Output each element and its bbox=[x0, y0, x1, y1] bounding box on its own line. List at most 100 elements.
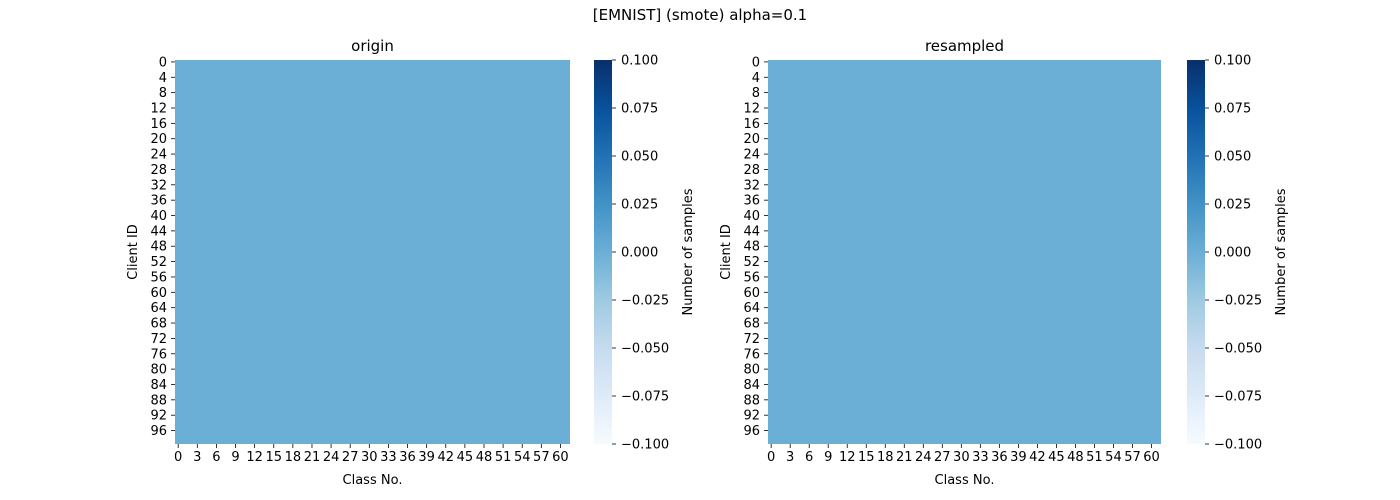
panel-title: resampled bbox=[925, 37, 1004, 55]
colorbar-tick-label: 0.100 bbox=[621, 54, 658, 69]
y-tick-label: 4 bbox=[159, 71, 167, 86]
colorbar-tick-label: 0.075 bbox=[1214, 102, 1251, 117]
x-tick-label: 0 bbox=[174, 450, 182, 465]
y-tick-label: 40 bbox=[150, 209, 167, 224]
y-tick-label: 24 bbox=[150, 148, 167, 163]
x-tick-label: 54 bbox=[1105, 450, 1122, 465]
colorbar-tick-label: 0.025 bbox=[1214, 198, 1251, 213]
x-tick-label: 39 bbox=[1010, 450, 1027, 465]
x-tick-label: 6 bbox=[212, 450, 220, 465]
y-tick-label: 40 bbox=[743, 209, 760, 224]
colorbar-label: Number of samples bbox=[1274, 188, 1289, 315]
y-tick-label: 56 bbox=[150, 270, 167, 285]
y-tick-label: 32 bbox=[743, 178, 760, 193]
x-tick-label: 0 bbox=[767, 450, 775, 465]
y-tick-label: 36 bbox=[150, 194, 167, 209]
x-tick-label: 15 bbox=[858, 450, 875, 465]
colorbar bbox=[1187, 60, 1205, 444]
colorbar-tick-label: −0.075 bbox=[1214, 390, 1262, 405]
x-tick-label: 36 bbox=[991, 450, 1008, 465]
colorbar-tick-label: −0.075 bbox=[621, 390, 669, 405]
x-tick-label: 21 bbox=[304, 450, 321, 465]
x-tick-label: 54 bbox=[514, 450, 531, 465]
colorbar-label: Number of samples bbox=[681, 188, 696, 315]
x-tick-label: 18 bbox=[285, 450, 302, 465]
y-tick-label: 72 bbox=[743, 332, 760, 347]
y-tick-label: 48 bbox=[743, 240, 760, 255]
y-tick-label: 96 bbox=[743, 424, 760, 439]
y-tick-label: 44 bbox=[150, 224, 167, 239]
y-tick-label: 52 bbox=[150, 255, 167, 270]
y-tick-label: 20 bbox=[150, 132, 167, 147]
y-tick-label: 88 bbox=[743, 393, 760, 408]
colorbar-tick-label: −0.025 bbox=[1214, 294, 1262, 309]
y-tick-label: 76 bbox=[743, 347, 760, 362]
x-tick-label: 60 bbox=[552, 450, 569, 465]
y-tick-label: 48 bbox=[150, 240, 167, 255]
colorbar-tick-label: −0.100 bbox=[621, 438, 669, 453]
y-tick-label: 12 bbox=[743, 102, 760, 117]
colorbar-tick-label: −0.100 bbox=[1214, 438, 1262, 453]
y-tick-label: 92 bbox=[150, 409, 167, 424]
panel-title: origin bbox=[351, 37, 394, 55]
x-tick-label: 24 bbox=[915, 450, 932, 465]
x-axis-label: Class No. bbox=[935, 473, 995, 488]
colorbar-tick-label: −0.050 bbox=[1214, 342, 1262, 357]
colorbar bbox=[594, 60, 612, 444]
y-tick-label: 56 bbox=[743, 270, 760, 285]
y-tick-label: 0 bbox=[159, 55, 167, 70]
y-tick-label: 28 bbox=[150, 163, 167, 178]
y-tick-label: 60 bbox=[150, 286, 167, 301]
x-tick-label: 18 bbox=[877, 450, 894, 465]
y-tick-label: 12 bbox=[150, 102, 167, 117]
y-tick-label: 8 bbox=[159, 86, 167, 101]
colorbar-tick-label: 0.000 bbox=[1214, 246, 1251, 261]
y-tick-label: 24 bbox=[743, 148, 760, 163]
x-tick-label: 12 bbox=[246, 450, 263, 465]
y-tick-label: 68 bbox=[743, 317, 760, 332]
y-tick-label: 60 bbox=[743, 286, 760, 301]
y-tick-label: 64 bbox=[150, 301, 167, 316]
x-axis-label: Class No. bbox=[343, 473, 403, 488]
x-tick-label: 60 bbox=[1143, 450, 1160, 465]
y-tick-label: 96 bbox=[150, 424, 167, 439]
x-tick-label: 42 bbox=[1029, 450, 1046, 465]
y-tick-label: 92 bbox=[743, 409, 760, 424]
y-tick-label: 84 bbox=[150, 378, 167, 393]
y-tick-label: 0 bbox=[752, 55, 760, 70]
x-tick-label: 6 bbox=[805, 450, 813, 465]
x-tick-label: 27 bbox=[342, 450, 359, 465]
x-tick-label: 15 bbox=[265, 450, 282, 465]
x-tick-label: 27 bbox=[934, 450, 951, 465]
x-tick-label: 33 bbox=[972, 450, 989, 465]
x-tick-label: 3 bbox=[193, 450, 201, 465]
y-tick-label: 80 bbox=[150, 363, 167, 378]
y-tick-label: 8 bbox=[752, 86, 760, 101]
y-tick-label: 32 bbox=[150, 178, 167, 193]
y-tick-label: 80 bbox=[743, 363, 760, 378]
colorbar-tick-label: 0.050 bbox=[621, 150, 658, 165]
heatmap-cells bbox=[175, 60, 570, 444]
x-tick-label: 57 bbox=[1124, 450, 1141, 465]
x-tick-label: 12 bbox=[839, 450, 856, 465]
x-tick-label: 9 bbox=[824, 450, 832, 465]
y-tick-label: 44 bbox=[743, 224, 760, 239]
y-tick-label: 4 bbox=[752, 71, 760, 86]
colorbar-tick-label: 0.025 bbox=[621, 198, 658, 213]
y-tick-label: 52 bbox=[743, 255, 760, 270]
colorbar-tick-label: 0.000 bbox=[621, 246, 658, 261]
x-tick-label: 21 bbox=[896, 450, 913, 465]
x-tick-label: 48 bbox=[476, 450, 493, 465]
x-tick-label: 9 bbox=[231, 450, 239, 465]
x-tick-label: 33 bbox=[380, 450, 397, 465]
colorbar-tick-label: 0.050 bbox=[1214, 150, 1251, 165]
x-tick-label: 3 bbox=[786, 450, 794, 465]
heatmap-cells bbox=[768, 60, 1161, 444]
colorbar-tick-label: −0.050 bbox=[621, 342, 669, 357]
x-tick-label: 24 bbox=[323, 450, 340, 465]
colorbar-tick-label: −0.025 bbox=[621, 294, 669, 309]
x-tick-label: 48 bbox=[1067, 450, 1084, 465]
